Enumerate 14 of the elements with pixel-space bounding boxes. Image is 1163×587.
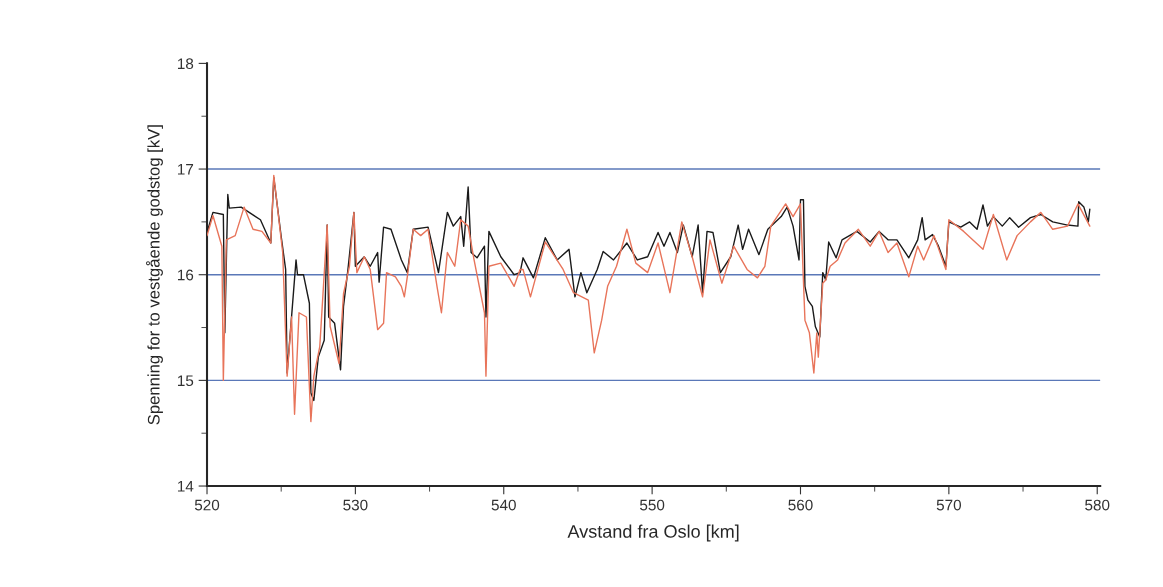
y-tick-label: 17 xyxy=(177,164,194,175)
x-tick-label: 580 xyxy=(1085,499,1110,511)
x-tick-label: 530 xyxy=(343,499,368,511)
y-axis-title: Spenning for to vestgående godstog [kV] xyxy=(146,125,163,425)
x-tick-label: 540 xyxy=(491,499,516,511)
y-tick-label: 15 xyxy=(177,375,194,387)
y-tick-label: 18 xyxy=(177,58,194,70)
x-tick-label: 550 xyxy=(639,499,665,511)
x-tick-label: 570 xyxy=(936,499,962,511)
y-tick-label: 14 xyxy=(177,481,194,492)
x-axis-title: Avstand fra Oslo [km] xyxy=(567,524,739,542)
x-tick-label: 520 xyxy=(194,499,220,511)
y-tick-label: 16 xyxy=(177,269,194,281)
x-tick-label: 560 xyxy=(788,499,813,511)
